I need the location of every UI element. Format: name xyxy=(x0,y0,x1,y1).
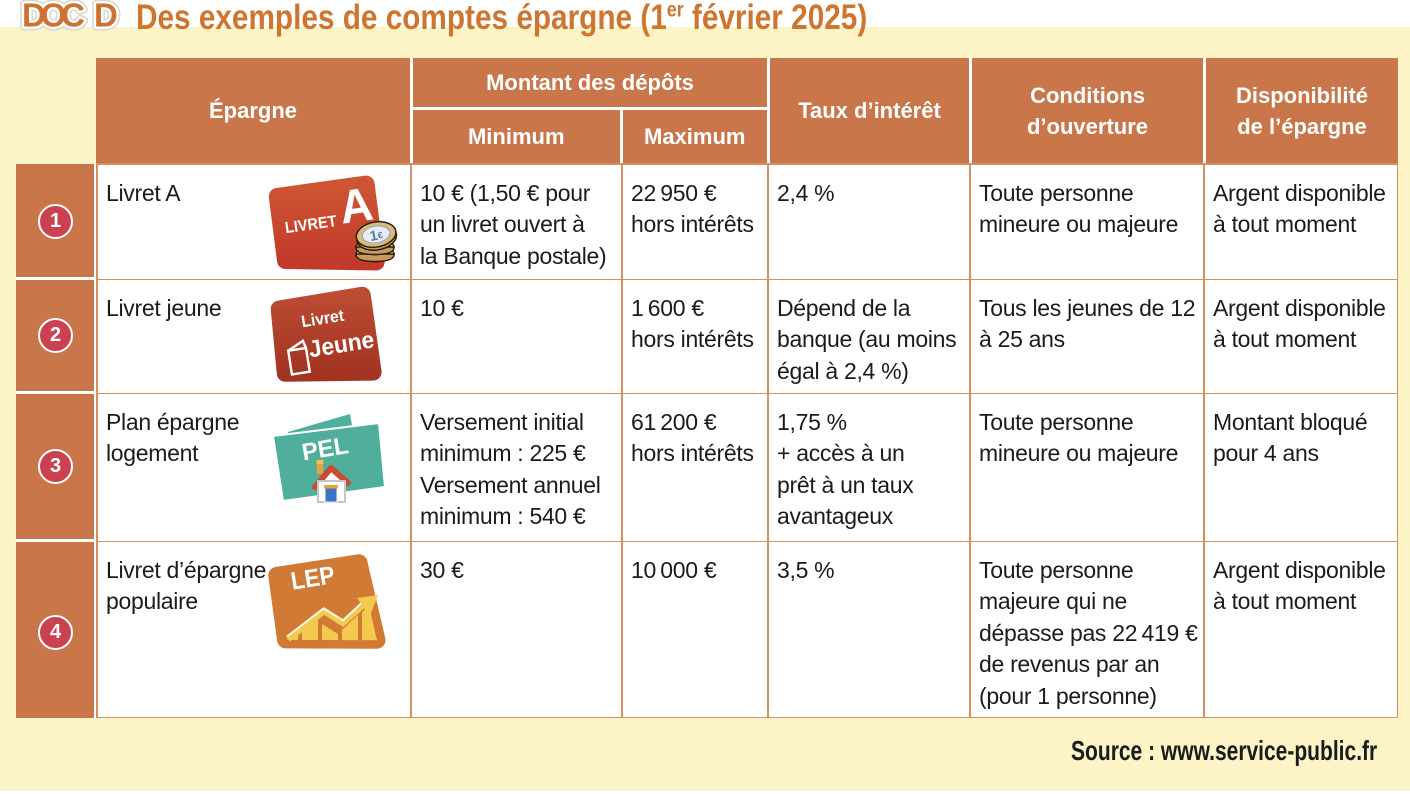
svg-text:LEP: LEP xyxy=(289,561,337,596)
svg-text:DOC: DOC xyxy=(22,0,85,34)
svg-text:D: D xyxy=(94,0,118,34)
svg-text:€: € xyxy=(377,230,384,241)
svg-text:DOC: DOC xyxy=(22,0,85,34)
svg-text:DOC: DOC xyxy=(22,0,85,34)
svg-text:1: 1 xyxy=(368,227,379,244)
svg-text:D: D xyxy=(94,0,118,34)
svg-text:D: D xyxy=(94,0,118,34)
